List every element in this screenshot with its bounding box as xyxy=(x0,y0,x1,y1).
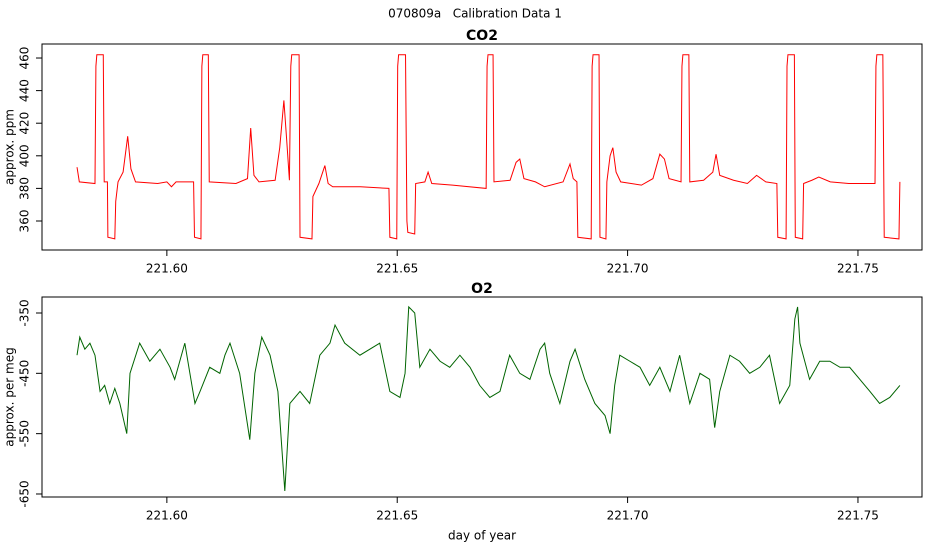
y-tick-label: 400 xyxy=(18,144,32,167)
x-axis-label: day of year xyxy=(448,529,516,543)
y-tick-label: 460 xyxy=(18,47,32,70)
x-tick-label: 221.70 xyxy=(607,509,649,523)
x-tick-label: 221.75 xyxy=(837,509,879,523)
y-tick-label: 360 xyxy=(18,210,32,233)
y-axis-label: approx. per meg xyxy=(3,347,17,446)
figure-title: 070809a Calibration Data 1 xyxy=(388,7,562,21)
y-tick-label: -650 xyxy=(18,480,32,507)
data-line xyxy=(76,54,901,240)
y-axis-label: approx. ppm xyxy=(3,109,17,185)
data-line xyxy=(76,305,901,492)
panel-title: O2 xyxy=(471,281,493,297)
x-tick-label: 221.65 xyxy=(376,262,418,276)
y-tick-label: -550 xyxy=(18,420,32,447)
x-tick-label: 221.60 xyxy=(146,262,188,276)
y-tick-label: 420 xyxy=(18,112,32,135)
y-tick-label: 380 xyxy=(18,177,32,200)
x-tick-label: 221.75 xyxy=(837,262,879,276)
y-tick-label: -350 xyxy=(18,299,32,326)
plot-frame xyxy=(41,296,923,498)
x-tick-label: 221.70 xyxy=(607,262,649,276)
x-tick-label: 221.65 xyxy=(376,509,418,523)
x-tick-label: 221.60 xyxy=(146,509,188,523)
y-tick-label: 440 xyxy=(18,79,32,102)
panel-title: CO2 xyxy=(466,28,498,44)
y-tick-label: -450 xyxy=(18,360,32,387)
plot-frame xyxy=(41,43,923,251)
